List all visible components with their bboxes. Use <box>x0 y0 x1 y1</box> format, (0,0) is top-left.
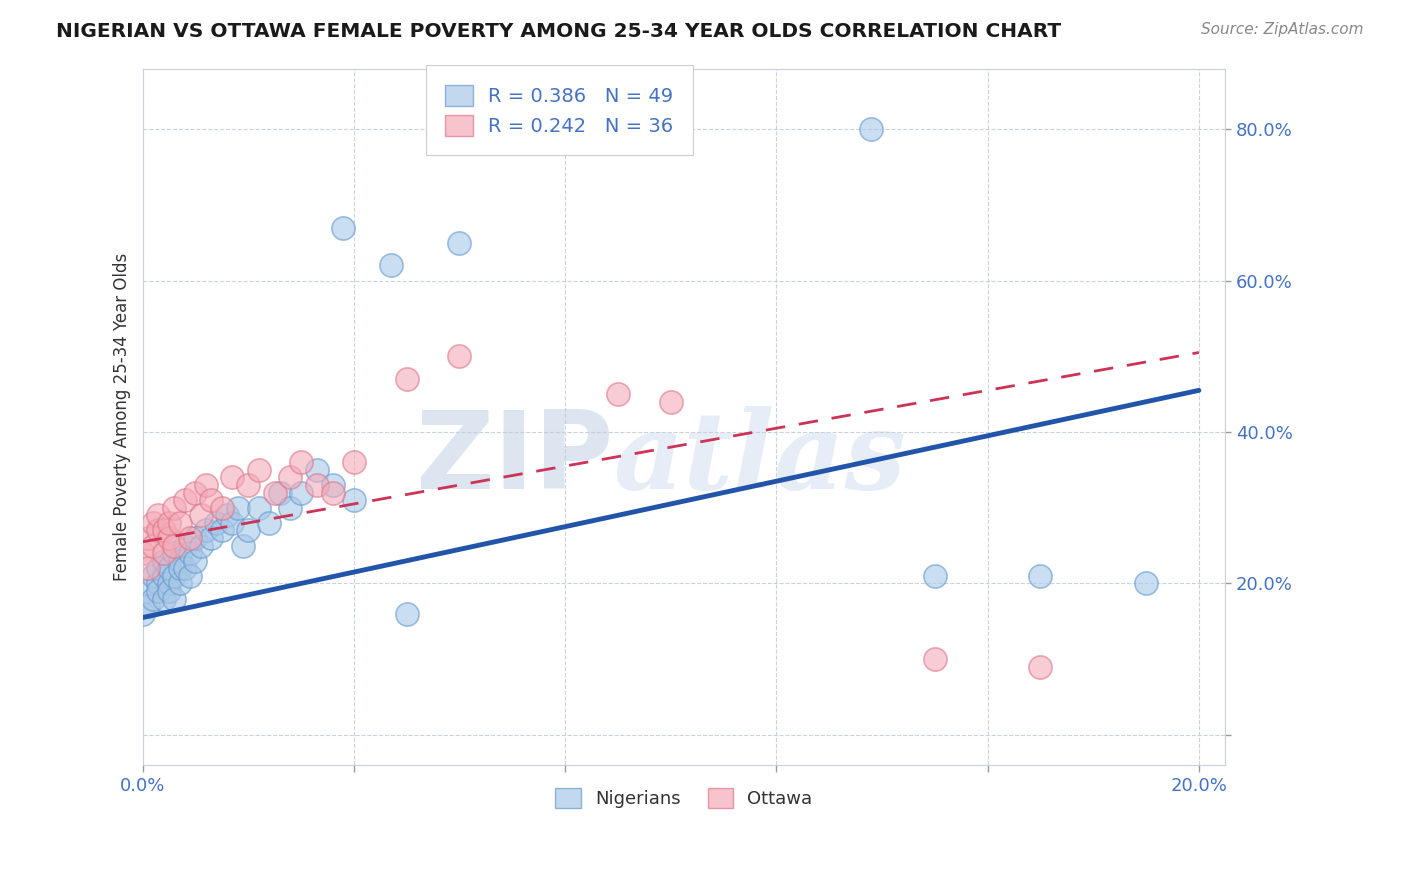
Nigerians <box>148 584 170 599</box>
Nigerians <box>179 569 201 583</box>
Nigerians <box>152 569 174 583</box>
Ottawa <box>136 531 159 545</box>
Nigerians <box>184 554 207 568</box>
Nigerians <box>860 122 883 136</box>
Nigerians <box>259 516 281 530</box>
Nigerians <box>131 607 153 621</box>
Ottawa <box>221 470 243 484</box>
Ottawa <box>343 455 366 469</box>
Nigerians <box>205 516 228 530</box>
Nigerians <box>449 235 471 250</box>
Nigerians <box>343 493 366 508</box>
Ottawa <box>395 372 418 386</box>
Nigerians <box>211 524 233 538</box>
Ottawa <box>184 485 207 500</box>
Ottawa <box>1029 659 1052 673</box>
Ottawa <box>200 493 222 508</box>
Ottawa <box>290 455 312 469</box>
Nigerians <box>157 584 180 599</box>
Nigerians <box>221 516 243 530</box>
Legend: Nigerians, Ottawa: Nigerians, Ottawa <box>548 781 820 815</box>
Ottawa <box>322 485 344 500</box>
Nigerians <box>184 531 207 545</box>
Nigerians <box>232 539 254 553</box>
Nigerians <box>163 546 186 560</box>
Ottawa <box>211 500 233 515</box>
Text: Source: ZipAtlas.com: Source: ZipAtlas.com <box>1201 22 1364 37</box>
Nigerians <box>152 591 174 606</box>
Nigerians <box>305 463 328 477</box>
Nigerians <box>179 546 201 560</box>
Nigerians <box>173 561 195 575</box>
Ottawa <box>238 478 260 492</box>
Nigerians <box>238 524 260 538</box>
Ottawa <box>148 524 170 538</box>
Ottawa <box>152 524 174 538</box>
Nigerians <box>142 569 165 583</box>
Nigerians <box>332 220 354 235</box>
Nigerians <box>226 500 249 515</box>
Ottawa <box>190 508 212 523</box>
Ottawa <box>194 478 217 492</box>
Nigerians <box>1029 569 1052 583</box>
Nigerians <box>395 607 418 621</box>
Ottawa <box>157 516 180 530</box>
Y-axis label: Female Poverty Among 25-34 Year Olds: Female Poverty Among 25-34 Year Olds <box>114 252 131 581</box>
Nigerians <box>194 524 217 538</box>
Ottawa <box>131 546 153 560</box>
Nigerians <box>148 576 170 591</box>
Nigerians <box>1135 576 1157 591</box>
Nigerians <box>136 584 159 599</box>
Ottawa <box>169 516 191 530</box>
Ottawa <box>148 508 170 523</box>
Nigerians <box>247 500 270 515</box>
Ottawa <box>280 470 302 484</box>
Ottawa <box>152 546 174 560</box>
Nigerians <box>190 539 212 553</box>
Ottawa <box>173 493 195 508</box>
Nigerians <box>280 500 302 515</box>
Nigerians <box>157 576 180 591</box>
Nigerians <box>290 485 312 500</box>
Nigerians <box>152 554 174 568</box>
Ottawa <box>305 478 328 492</box>
Nigerians <box>322 478 344 492</box>
Ottawa <box>163 539 186 553</box>
Ottawa <box>163 500 186 515</box>
Ottawa <box>136 561 159 575</box>
Ottawa <box>157 531 180 545</box>
Nigerians <box>142 591 165 606</box>
Nigerians <box>157 561 180 575</box>
Nigerians <box>136 599 159 614</box>
Ottawa <box>606 387 628 401</box>
Ottawa <box>263 485 285 500</box>
Ottawa <box>449 349 471 363</box>
Nigerians <box>169 554 191 568</box>
Nigerians <box>163 591 186 606</box>
Ottawa <box>179 531 201 545</box>
Nigerians <box>173 539 195 553</box>
Text: NIGERIAN VS OTTAWA FEMALE POVERTY AMONG 25-34 YEAR OLDS CORRELATION CHART: NIGERIAN VS OTTAWA FEMALE POVERTY AMONG … <box>56 22 1062 41</box>
Ottawa <box>142 516 165 530</box>
Nigerians <box>148 561 170 575</box>
Ottawa <box>924 652 946 666</box>
Ottawa <box>247 463 270 477</box>
Text: atlas: atlas <box>613 406 905 512</box>
Nigerians <box>169 576 191 591</box>
Nigerians <box>380 259 402 273</box>
Nigerians <box>924 569 946 583</box>
Text: ZIP: ZIP <box>415 406 613 512</box>
Nigerians <box>169 561 191 575</box>
Nigerians <box>163 569 186 583</box>
Ottawa <box>142 539 165 553</box>
Nigerians <box>269 485 291 500</box>
Nigerians <box>200 531 222 545</box>
Ottawa <box>659 394 682 409</box>
Nigerians <box>215 508 238 523</box>
